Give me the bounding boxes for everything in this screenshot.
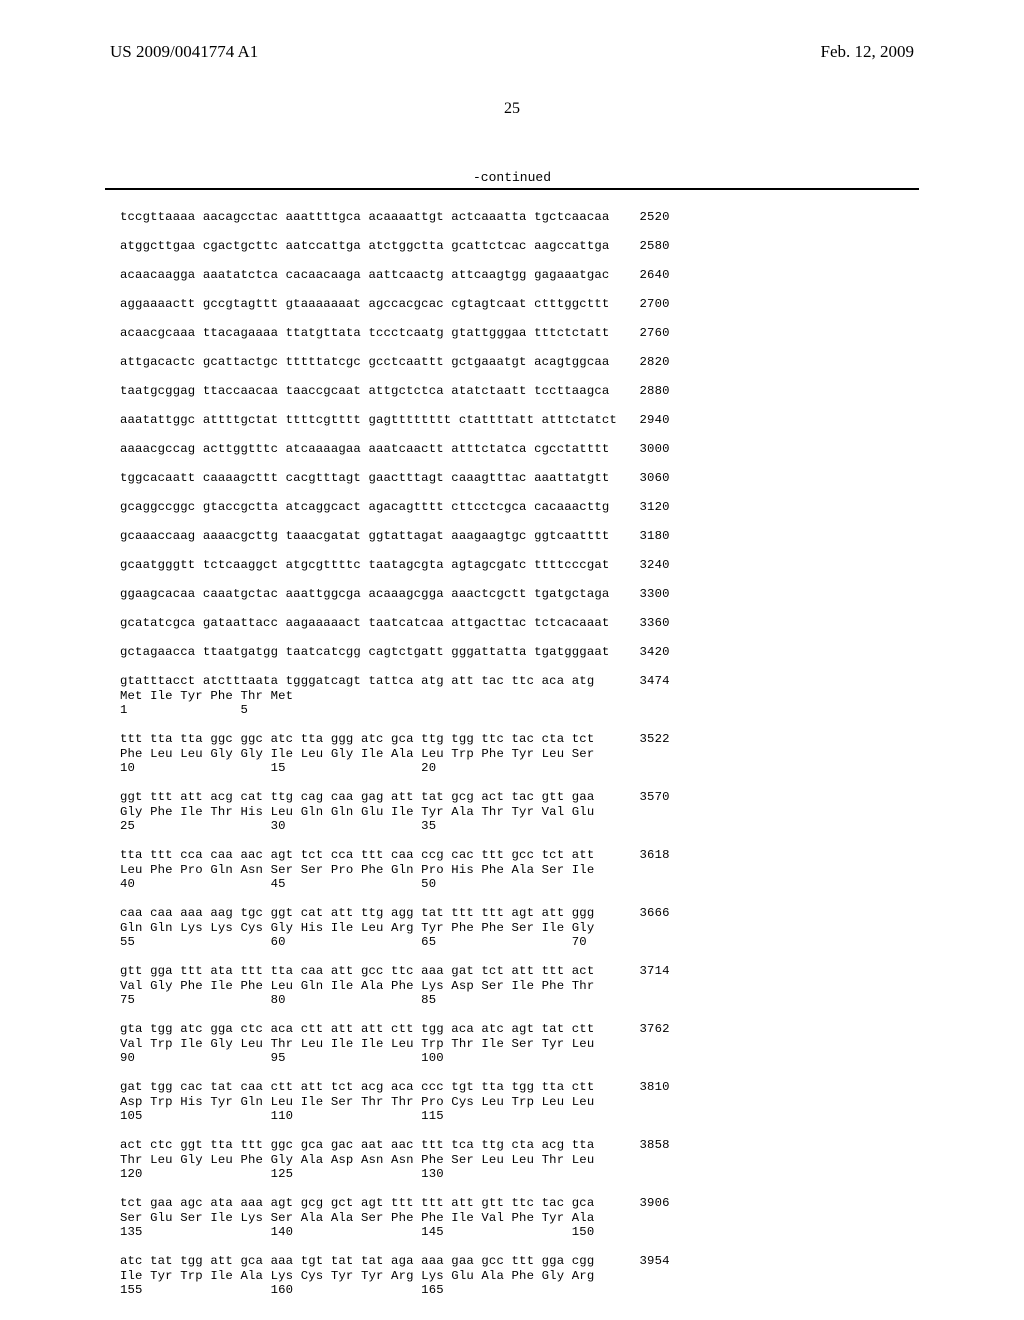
publication-number: US 2009/0041774 A1: [110, 42, 258, 62]
page: US 2009/0041774 A1 Feb. 12, 2009 25 -con…: [0, 0, 1024, 1320]
sequence-listing: tccgttaaaa aacagcctac aaattttgca acaaaat…: [120, 210, 670, 1298]
publication-date: Feb. 12, 2009: [821, 42, 915, 62]
horizontal-rule: [105, 188, 919, 190]
continued-label: -continued: [0, 170, 1024, 185]
page-number: 25: [0, 100, 1024, 118]
